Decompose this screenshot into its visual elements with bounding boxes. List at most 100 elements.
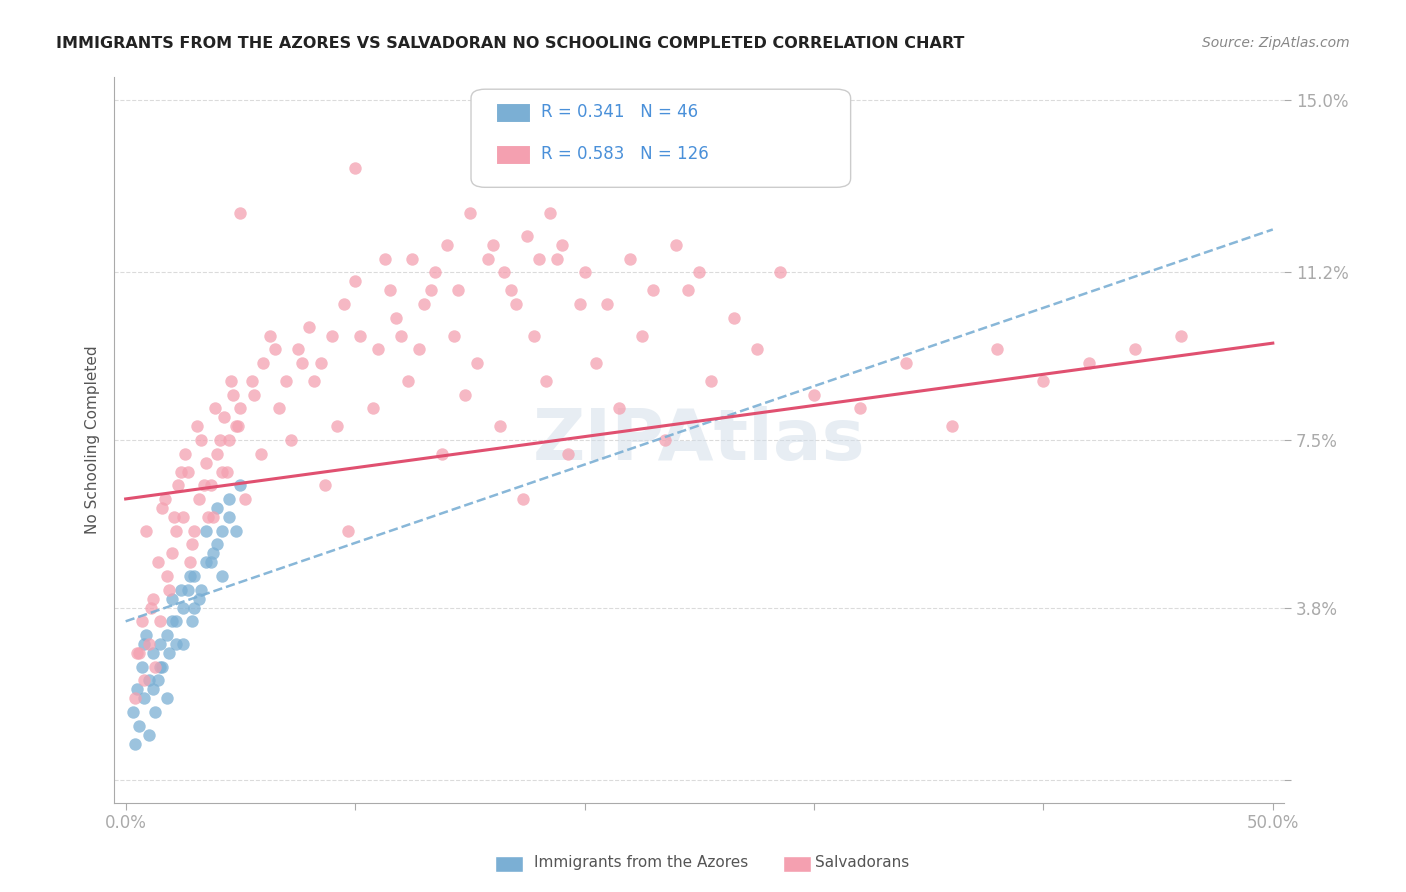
Point: [124, 737, 146, 751]
Point: [204, 401, 226, 416]
Point: [194, 555, 217, 569]
Point: [516, 229, 538, 244]
Point: [156, 569, 179, 583]
Point: [349, 328, 371, 343]
Point: [174, 447, 197, 461]
Point: [160, 591, 183, 606]
Point: [142, 682, 165, 697]
Point: [596, 297, 619, 311]
Point: [197, 510, 219, 524]
Point: [385, 310, 408, 325]
Point: [1170, 328, 1192, 343]
Point: [156, 691, 179, 706]
Point: [128, 646, 150, 660]
Point: [135, 524, 157, 538]
Point: [408, 343, 430, 357]
Point: [201, 510, 224, 524]
Point: [1078, 356, 1101, 370]
Point: [309, 356, 332, 370]
Point: [240, 374, 263, 388]
Point: [157, 646, 180, 660]
Point: [723, 310, 745, 325]
Point: [298, 319, 321, 334]
Point: [374, 252, 396, 266]
Point: [803, 387, 825, 401]
Point: [332, 297, 354, 311]
Point: [214, 410, 236, 425]
Point: [139, 600, 162, 615]
Point: [986, 343, 1008, 357]
Point: [849, 401, 872, 416]
Point: [207, 501, 229, 516]
Point: [127, 646, 149, 660]
Point: [157, 582, 180, 597]
Point: [512, 491, 534, 506]
Point: [211, 465, 233, 479]
Point: [458, 206, 481, 220]
Point: [768, 265, 790, 279]
Point: [488, 419, 510, 434]
Point: [432, 447, 454, 461]
Point: [481, 238, 503, 252]
Point: [131, 659, 153, 673]
Point: [218, 510, 240, 524]
Point: [165, 524, 187, 538]
Point: [183, 600, 205, 615]
Text: R = 0.341   N = 46: R = 0.341 N = 46: [541, 103, 699, 121]
Point: [527, 252, 550, 266]
Point: [259, 328, 281, 343]
Point: [538, 206, 561, 220]
Point: [167, 478, 190, 492]
Point: [176, 582, 198, 597]
Point: [1123, 343, 1146, 357]
Point: [568, 297, 591, 311]
Point: [436, 238, 458, 252]
Point: [149, 615, 172, 629]
Point: [146, 673, 169, 688]
Point: [138, 728, 160, 742]
Point: [501, 284, 523, 298]
Point: [389, 328, 412, 343]
Point: [425, 265, 447, 279]
Point: [132, 637, 155, 651]
Point: [619, 252, 641, 266]
Point: [150, 659, 173, 673]
Point: [233, 491, 256, 506]
Point: [665, 238, 688, 252]
Point: [218, 491, 240, 506]
Point: [153, 491, 176, 506]
Point: [447, 284, 470, 298]
Point: [179, 555, 201, 569]
Point: [176, 465, 198, 479]
Point: [131, 615, 153, 629]
Point: [194, 456, 217, 470]
Point: [165, 637, 187, 651]
Point: [170, 582, 193, 597]
Point: [149, 637, 172, 651]
Point: [287, 343, 309, 357]
Text: IMMIGRANTS FROM THE AZORES VS SALVADORAN NO SCHOOLING COMPLETED CORRELATION CHAR: IMMIGRANTS FROM THE AZORES VS SALVADORAN…: [56, 36, 965, 51]
Point: [229, 401, 252, 416]
Point: [550, 238, 572, 252]
Point: [145, 659, 167, 673]
Point: [150, 501, 173, 516]
Point: [121, 705, 143, 719]
Point: [193, 478, 215, 492]
Point: [585, 356, 607, 370]
Point: [941, 419, 963, 434]
Point: [745, 343, 768, 357]
Point: [156, 628, 179, 642]
Point: [229, 206, 252, 220]
Text: Immigrants from the Azores: Immigrants from the Azores: [534, 855, 748, 870]
Point: [226, 419, 249, 434]
Point: [207, 537, 229, 551]
Point: [179, 569, 201, 583]
Point: [200, 478, 222, 492]
Point: [367, 343, 389, 357]
Point: [344, 161, 367, 175]
Point: [219, 374, 242, 388]
Point: [363, 401, 385, 416]
Point: [132, 673, 155, 688]
Point: [138, 673, 160, 688]
Point: [321, 328, 343, 343]
